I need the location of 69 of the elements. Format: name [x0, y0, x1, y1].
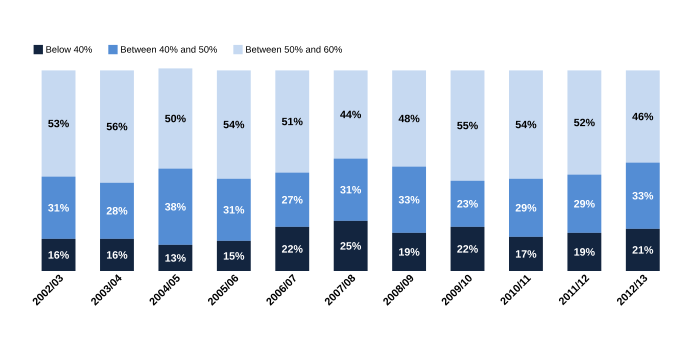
data-label: 16%: [106, 251, 128, 259]
data-label: 33%: [398, 196, 420, 204]
data-label: 54%: [223, 120, 244, 128]
bar: [42, 238, 76, 271]
data-label: 23%: [457, 200, 478, 208]
bar: [275, 70, 310, 173]
bar: [509, 178, 543, 237]
data-label: 22%: [282, 245, 303, 253]
legend-label: Between 50% and 60%: [246, 46, 342, 53]
data-label: 25%: [340, 242, 362, 250]
bar: [100, 182, 134, 239]
data-label: 55%: [457, 122, 478, 130]
data-label: 50%: [165, 114, 186, 122]
data-label: 31%: [48, 204, 69, 212]
bar: [450, 70, 484, 181]
data-label: 53%: [48, 120, 69, 128]
data-label: 21%: [632, 246, 654, 254]
legend-label: Between 40% and 50%: [121, 46, 217, 53]
data-label: 15%: [224, 252, 244, 260]
bar: [216, 178, 251, 241]
data-label: 33%: [632, 192, 654, 200]
bar: [334, 70, 368, 159]
bar: [509, 236, 543, 271]
bar: [626, 228, 660, 271]
bar: [42, 176, 76, 239]
bar: [275, 172, 310, 227]
data-label: 48%: [398, 114, 420, 122]
bar: [100, 238, 134, 271]
bar: [450, 180, 484, 227]
legend-label: Below 40%: [46, 46, 92, 53]
bar: [626, 70, 660, 163]
data-label: 22%: [457, 245, 478, 253]
bar: [334, 158, 368, 221]
data-label: 56%: [106, 122, 128, 130]
bar: [626, 162, 660, 229]
bar: [392, 166, 426, 233]
bar: [158, 244, 192, 271]
bar: [158, 68, 192, 169]
data-label: 31%: [340, 186, 362, 194]
bar: [158, 168, 192, 245]
data-label: 13%: [165, 254, 186, 262]
data-label: 27%: [282, 196, 303, 204]
bar: [42, 70, 76, 177]
data-label: 52%: [574, 118, 595, 126]
bar: [567, 70, 602, 175]
bar: [392, 232, 426, 271]
bar: [450, 226, 484, 271]
data-label: 31%: [223, 206, 244, 214]
data-label: 38%: [164, 203, 186, 211]
bar: [392, 70, 426, 167]
data-label: 17%: [516, 250, 536, 258]
data-label: 16%: [48, 251, 69, 259]
data-label: 19%: [574, 248, 595, 256]
bar: [567, 174, 602, 233]
data-label: 19%: [399, 248, 420, 256]
bar: [334, 220, 368, 271]
bar: [509, 70, 543, 179]
bar: [567, 232, 602, 271]
bar: [216, 70, 251, 179]
data-label: 29%: [516, 204, 536, 212]
data-label: 28%: [106, 207, 128, 215]
bar: [100, 70, 134, 183]
data-label: 51%: [282, 118, 303, 126]
data-label: 29%: [574, 200, 595, 208]
bar: [275, 226, 310, 271]
bar: [216, 240, 251, 271]
data-label: 54%: [516, 120, 536, 128]
data-label: 44%: [340, 110, 362, 118]
data-label: 46%: [632, 112, 654, 120]
